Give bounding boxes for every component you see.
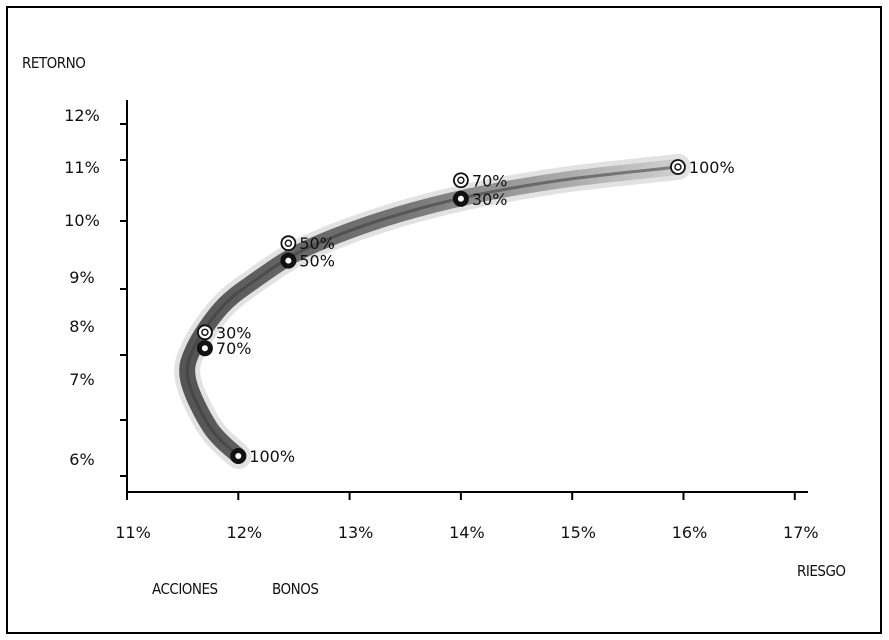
- point-acciones: 70%: [452, 171, 508, 190]
- y-tick-label: 11%: [64, 158, 100, 177]
- x-tick-label: 11%: [115, 523, 151, 542]
- x-tick-label: 17%: [783, 523, 819, 542]
- y-tick-label: 12%: [64, 106, 100, 125]
- point-bonos: 100%: [230, 447, 295, 466]
- legend-item-acciones: ACCIONES: [152, 580, 218, 598]
- y-tick-label: 10%: [64, 211, 100, 230]
- point-label: 100%: [689, 158, 735, 177]
- point-label: 70%: [472, 171, 508, 190]
- x-axis-label: RIESGO: [797, 562, 846, 580]
- point-label: 30%: [472, 190, 508, 209]
- point-bonos: 30%: [452, 190, 508, 209]
- point-label: 50%: [299, 234, 335, 253]
- legend-item-bonos: BONOS: [272, 580, 319, 598]
- y-tick-label: 8%: [69, 317, 94, 336]
- point-label: 100%: [249, 447, 295, 466]
- marker-circle: [670, 159, 686, 175]
- point-acciones: 50%: [280, 234, 335, 253]
- marker-inner: [285, 257, 292, 264]
- marker-inner: [201, 328, 209, 336]
- marker-circle: [197, 324, 213, 341]
- marker-circle: [452, 172, 469, 189]
- point-bonos: 70%: [196, 339, 252, 358]
- point-label: 70%: [216, 339, 252, 358]
- chart-frame: [6, 6, 882, 634]
- point-acciones: 30%: [197, 323, 252, 342]
- point-label: 30%: [216, 323, 252, 342]
- x-tick-label: 16%: [672, 523, 708, 542]
- y-tick-label: 9%: [69, 268, 94, 287]
- frontier-line: [185, 165, 680, 458]
- marker-inner: [201, 345, 208, 352]
- point-label: 50%: [299, 252, 335, 271]
- point-acciones: 100%: [670, 158, 735, 177]
- marker-inner: [235, 453, 242, 459]
- x-tick-label: 14%: [449, 523, 485, 542]
- x-tick-label: 13%: [338, 523, 374, 542]
- y-tick-label: 6%: [69, 450, 94, 469]
- y-tick-label: 7%: [69, 370, 94, 389]
- marker-inner: [457, 176, 465, 184]
- point-bonos: 50%: [280, 252, 335, 271]
- marker-inner: [457, 195, 464, 202]
- y-axis-label: RETORNO: [22, 54, 86, 72]
- marker-circle: [280, 235, 297, 252]
- frontier-band: [179, 159, 686, 464]
- x-tick-label: 12%: [227, 523, 263, 542]
- marker-inner: [674, 163, 682, 171]
- x-tick-label: 15%: [560, 523, 596, 542]
- marker-inner: [284, 239, 293, 247]
